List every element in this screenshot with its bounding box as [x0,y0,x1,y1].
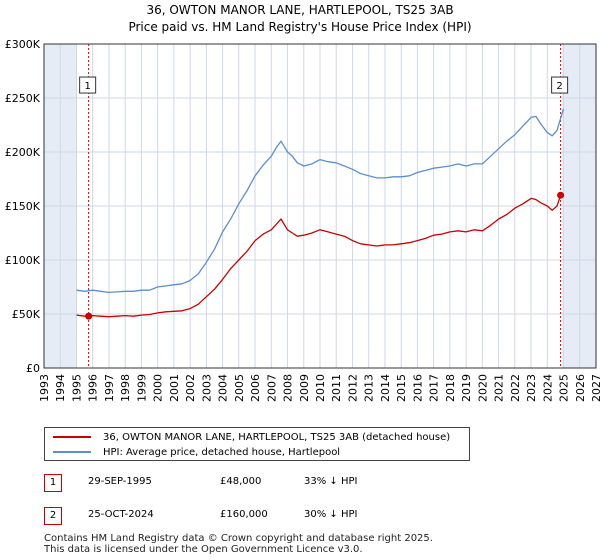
annotation-box [551,76,569,94]
x-tick-label: 1993 [38,374,51,402]
chart-title-line1: 36, OWTON MANOR LANE, HARTLEPOOL, TS25 3… [146,3,454,17]
y-tick-label: £100K [5,254,41,267]
x-tick-label: 2004 [217,374,230,402]
x-tick-label: 1995 [70,374,83,402]
legend-item-hpi: HPI: Average price, detached house, Hart… [53,447,340,458]
transaction-badge: 2 [44,507,62,525]
legend-swatch-red [53,436,91,438]
x-tick-label: 2026 [574,374,587,402]
table-row: 2 25-OCT-2024 £160,000 30% ↓ HPI [44,507,444,525]
transaction-date: 25-OCT-2024 [88,509,154,520]
footer-line1: Contains HM Land Registry data © Crown c… [44,533,433,544]
x-tick-label: 2003 [200,374,213,402]
transaction-price: £48,000 [220,476,262,487]
price-series-line [76,194,562,318]
y-tick-label: £50K [12,308,41,321]
x-tick-label: 2002 [184,374,197,402]
x-tick-label: 2018 [444,374,457,402]
x-tick-label: 2008 [282,374,295,402]
annotation-label: 1 [84,81,90,92]
x-tick-label: 1999 [135,374,148,402]
x-tick-label: 2025 [558,374,571,402]
legend-label-hpi: HPI: Average price, detached house, Hart… [103,447,341,458]
x-tick-label: 2022 [509,374,522,402]
transaction-hpi: 33% ↓ HPI [304,476,358,487]
x-tick-label: 2013 [363,374,376,402]
x-tick-label: 2011 [330,374,343,402]
y-tick-label: £200K [5,146,41,159]
legend-label-property: 36, OWTON MANOR LANE, HARTLEPOOL, TS25 3… [103,432,451,443]
hpi-series-line [76,108,565,294]
y-tick-label: £0 [26,362,40,375]
x-tick-label: 2019 [460,374,473,402]
x-tick-label: 2010 [314,374,327,402]
x-tick-label: 2009 [298,374,311,402]
x-tick-label: 2027 [590,374,600,402]
legend: 36, OWTON MANOR LANE, HARTLEPOOL, TS25 3… [44,427,470,461]
y-tick-label: £250K [5,92,41,105]
x-tick-label: 2023 [525,374,538,402]
plot-border [43,43,597,369]
sale-point [85,312,93,320]
x-tick-label: 2005 [233,374,246,402]
x-tick-label: 2015 [395,374,408,402]
x-tick-label: 2006 [249,374,262,402]
x-tick-label: 2024 [541,374,554,402]
footer: Contains HM Land Registry data © Crown c… [44,533,433,555]
y-tick-label: £300K [5,38,41,51]
x-tick-label: 2014 [379,374,392,402]
transaction-date: 29-SEP-1995 [88,476,152,487]
x-tick-label: 1996 [87,374,100,402]
x-tick-label: 2012 [346,374,359,402]
y-tick-label: £150K [5,200,41,213]
x-tick-label: 1997 [103,374,116,402]
x-tick-label: 1998 [119,374,132,402]
x-tick-label: 2017 [428,374,441,402]
footer-line2: This data is licensed under the Open Gov… [44,544,363,555]
x-tick-label: 2020 [476,374,489,402]
annotation-box [79,76,97,94]
x-tick-label: 2001 [168,374,181,402]
x-tick-label: 2016 [411,374,424,402]
transaction-badge: 1 [44,474,62,492]
transaction-hpi: 30% ↓ HPI [304,509,358,520]
legend-item-property: 36, OWTON MANOR LANE, HARTLEPOOL, TS25 3… [53,432,450,443]
x-tick-label: 1994 [54,374,67,402]
sale-point [557,191,565,199]
legend-swatch-blue [53,451,91,453]
transaction-price: £160,000 [220,509,268,520]
x-tick-label: 2000 [152,374,165,402]
chart-title-line2: Price paid vs. HM Land Registry's House … [128,20,472,34]
x-tick-label: 2007 [265,374,278,402]
x-tick-label: 2021 [493,374,506,402]
annotation-label: 2 [556,81,562,92]
table-row: 1 29-SEP-1995 £48,000 33% ↓ HPI [44,474,444,492]
